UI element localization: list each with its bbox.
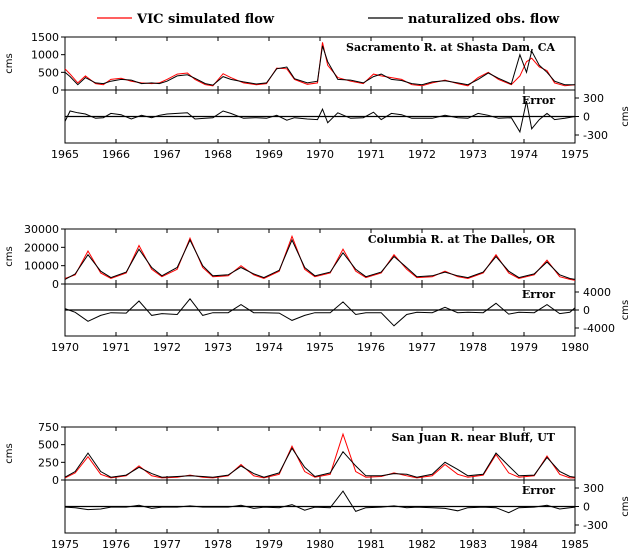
x-tick-label: 1970: [306, 148, 334, 161]
x-tick-label: 1983: [459, 538, 487, 551]
y-tick-label: 300: [583, 92, 604, 105]
x-tick-label: 1978: [459, 341, 487, 354]
x-tick-label: 1975: [561, 148, 589, 161]
panel-title: San Juan R. near Bluff, UT: [391, 431, 555, 444]
y-tick-label: 30000: [24, 223, 59, 236]
x-tick-label: 1971: [102, 341, 130, 354]
panel-title: Sacramento R. at Shasta Dam, CA: [346, 41, 555, 54]
x-tick-label: 1977: [153, 538, 181, 551]
y-tick-label: 1000: [31, 49, 59, 62]
y-tick-label: -300: [583, 519, 608, 532]
series-line-error: [64, 100, 576, 134]
error-title: Error: [522, 288, 555, 301]
x-tick-label: 1974: [510, 148, 538, 161]
x-tick-label: 1979: [510, 341, 538, 354]
x-tick-label: 1978: [204, 538, 232, 551]
y-tick-label: 10000: [24, 260, 59, 273]
y-tick-label: 4000: [583, 286, 611, 299]
y-axis-label: cms: [620, 106, 631, 126]
x-tick-label: 1974: [255, 341, 283, 354]
error-title: Error: [522, 94, 555, 107]
y-tick-label: -4000: [583, 322, 615, 335]
series-line-vic-simulated: [64, 432, 575, 479]
panel-1: 0 500 1000 1500 cms Sacramento R. at Shasta D…: [4, 31, 576, 97]
error-title: Error: [522, 484, 555, 497]
y-tick-label: 20000: [24, 241, 59, 254]
x-tick-label: 1985: [561, 538, 589, 551]
x-tick-label: 1976: [357, 341, 385, 354]
y-tick-label: 0: [52, 474, 59, 487]
y-tick-label: 1500: [31, 31, 59, 44]
panel-4: -4000 0 4000 cms Error 1970 1971 1972 1973 1974 19…: [51, 283, 631, 354]
y-tick-label: 0: [583, 304, 590, 317]
y-tick-label: 0: [52, 278, 59, 291]
series-line-error: [64, 490, 576, 514]
y-tick-label: 0: [52, 84, 59, 97]
x-tick-label: 1981: [357, 538, 385, 551]
series-line-naturalized-obs: [64, 45, 575, 86]
chart-panels: 0 500 1000 1500 cms Sacramento R. at Shasta D…: [4, 31, 631, 551]
x-tick-label: 1965: [51, 148, 79, 161]
y-tick-label: 250: [38, 456, 59, 469]
x-tick-label: 1966: [102, 148, 130, 161]
y-tick-label: 0: [583, 111, 590, 124]
x-tick-label: 1976: [102, 538, 130, 551]
x-tick-label: 1980: [306, 538, 334, 551]
x-tick-label: 1975: [51, 538, 79, 551]
x-tick-label: 1979: [255, 538, 283, 551]
series-line-naturalized-obs: [64, 238, 576, 280]
x-tick-label: 1972: [153, 341, 181, 354]
x-tick-label: 1968: [204, 148, 232, 161]
panel-5: 0 250 500 750 cms San Juan R. near Bluff, UT: [4, 421, 576, 487]
x-tick-label: 1972: [408, 148, 436, 161]
x-tick-label: 1982: [408, 538, 436, 551]
x-tick-label: 1969: [255, 148, 283, 161]
y-tick-label: 0: [583, 501, 590, 514]
x-tick-label: 1975: [306, 341, 334, 354]
legend: VIC simulated flow naturalized obs. flow: [97, 12, 560, 27]
y-axis-label: cms: [620, 496, 631, 516]
panel-title: Columbia R. at The Dalles, OR: [368, 233, 556, 246]
y-tick-label: -300: [583, 129, 608, 142]
x-tick-label: 1971: [357, 148, 385, 161]
x-tick-label: 1977: [408, 341, 436, 354]
panel-6: -300 0 300 cms Error 1975 1976 1977 1978 1979 1980…: [51, 479, 631, 551]
y-axis-label: cms: [4, 246, 15, 266]
series-line-naturalized-obs: [64, 447, 576, 478]
x-tick-label: 1973: [459, 148, 487, 161]
y-tick-label: 500: [38, 66, 59, 79]
panel-2: -300 0 300 cms Error 1965 1966 1967 1968 1969 1970…: [51, 89, 631, 161]
x-tick-label: 1980: [561, 341, 589, 354]
legend-obs-label: naturalized obs. flow: [408, 12, 560, 27]
y-tick-label: 300: [583, 482, 604, 495]
x-tick-label: 1984: [510, 538, 538, 551]
series-line-vic-simulated: [64, 42, 576, 87]
x-tick-label: 1973: [204, 341, 232, 354]
series-line-error: [64, 297, 576, 327]
legend-sim-label: VIC simulated flow: [136, 12, 275, 27]
panel-3: 0 10000 20000 30000 cms Columbia R. at The Da…: [4, 223, 576, 291]
x-tick-label: 1967: [153, 148, 181, 161]
y-axis-label: cms: [620, 300, 631, 320]
y-tick-label: 750: [38, 421, 59, 434]
y-axis-label: cms: [4, 443, 15, 463]
y-axis-label: cms: [4, 53, 15, 73]
x-tick-label: 1970: [51, 341, 79, 354]
y-tick-label: 500: [38, 439, 59, 452]
series-line-vic-simulated: [64, 234, 576, 281]
